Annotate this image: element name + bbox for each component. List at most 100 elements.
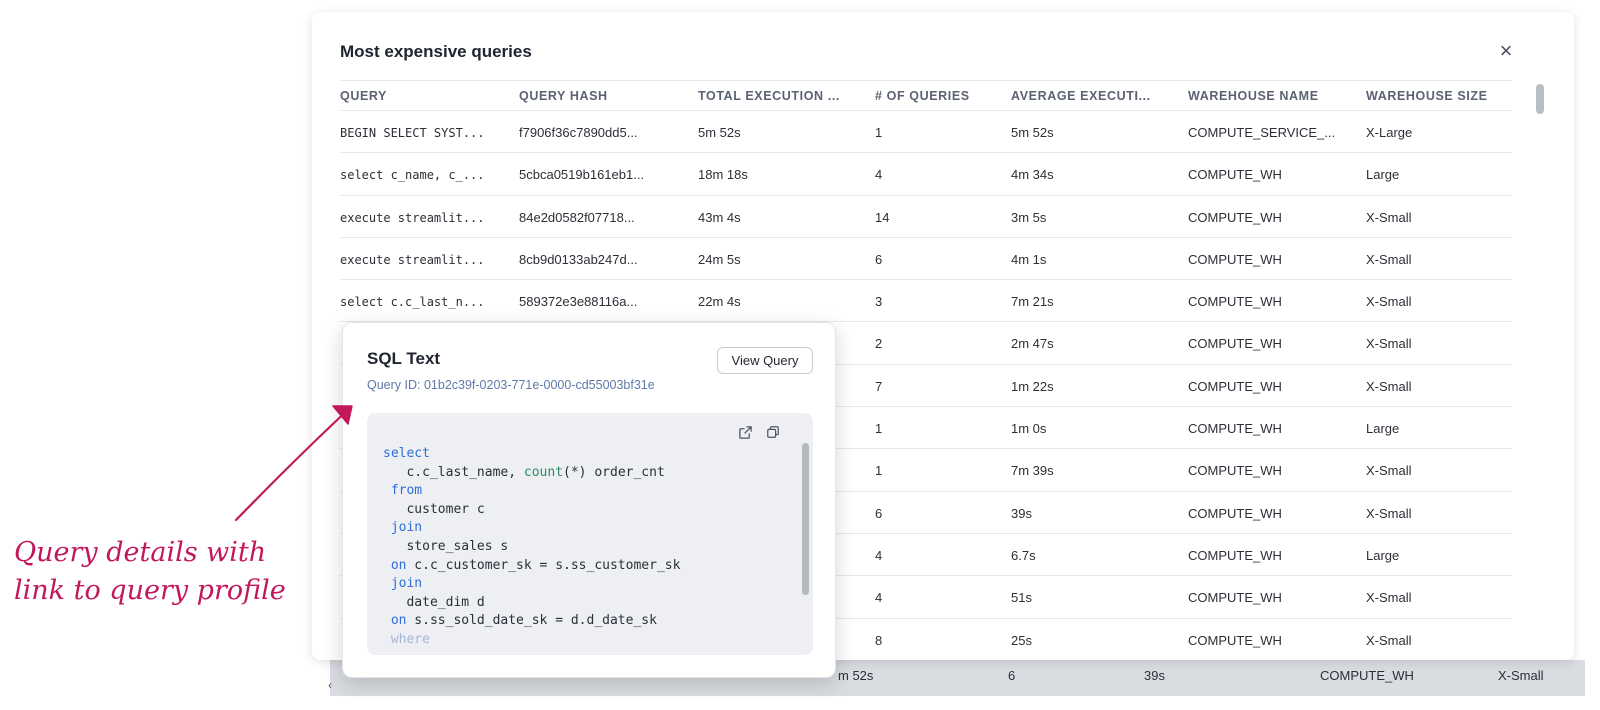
table-cell: 5m 52s (1011, 125, 1054, 140)
table-cell: execute streamlit... (340, 252, 485, 267)
column-header[interactable]: WAREHOUSE SIZE (1366, 89, 1488, 103)
table-cell: 5cbca0519b161eb1... (519, 167, 645, 183)
table-cell: 24m 5s (698, 251, 741, 267)
table-cell: COMPUTE_WH (1188, 378, 1282, 394)
table-row[interactable]: 7 1m 22s COMPUTE_WH X-Small (340, 365, 1512, 408)
table-cell: COMPUTE_WH (1188, 632, 1282, 648)
table-cell: X-Small (1366, 505, 1412, 521)
bg-size: X-Small (1498, 668, 1544, 683)
table-cell: 18m 18s (698, 167, 748, 183)
column-header[interactable]: QUERY (340, 89, 387, 103)
table-row[interactable]: select c.c_last_n... 589372e3e88116a... 22… (340, 280, 1512, 323)
table-body: BEGIN SELECT SYST... f7906f36c7890dd5... 5… (340, 111, 1512, 660)
external-link-icon[interactable] (737, 425, 753, 441)
table-cell: 2m 47s (1011, 336, 1054, 352)
popover-title: SQL Text (367, 349, 441, 368)
table-cell: COMPUTE_WH (1188, 336, 1282, 352)
table-cell: 6 (875, 505, 883, 521)
table-cell: X-Small (1366, 463, 1412, 479)
table-cell: 1m 0s (1011, 421, 1047, 437)
code-scrollbar[interactable] (802, 443, 809, 595)
table-cell: 6.7s (1011, 547, 1036, 563)
table-row[interactable]: 4 51s COMPUTE_WH X-Small (340, 576, 1512, 619)
sql-line: join (390, 576, 423, 592)
table-row[interactable]: execute streamlit... 8cb9d0133ab247d... 24… (340, 238, 1512, 281)
bg-total: m 52s (838, 668, 874, 683)
table-cell: Large (1366, 167, 1400, 183)
table-cell: BEGIN SELECT SYST... (340, 126, 485, 140)
table-cell: X-Small (1366, 378, 1412, 394)
chevron-left-icon: ‹ (328, 678, 332, 692)
table-cell: COMPUTE_SERVICE_... (1188, 125, 1336, 140)
table-cell: 589372e3e88116a... (519, 294, 638, 310)
table-cell: 7m 39s (1011, 463, 1054, 479)
sql-line: select (383, 446, 430, 461)
table-cell: 25s (1011, 632, 1032, 648)
table-row[interactable]: 4 6.7s COMPUTE_WH Large (340, 534, 1512, 577)
column-header[interactable]: TOTAL EXECUTION ... (698, 89, 840, 103)
table-cell: select c_name, c_... (340, 168, 485, 183)
table-row[interactable]: 6 39s COMPUTE_WH X-Small (340, 492, 1512, 534)
table-cell: 4m 34s (1011, 167, 1054, 183)
sql-text-popover: SQL Text Query ID: 01b2c39f-0203-771e-00… (342, 322, 836, 678)
column-header[interactable]: WAREHOUSE NAME (1188, 89, 1319, 103)
table-cell: COMPUTE_WH (1188, 294, 1282, 310)
table-row[interactable]: select c_name, c_... 5cbca0519b161eb1... 1… (340, 153, 1512, 196)
table-cell: COMPUTE_WH (1188, 251, 1282, 267)
column-header[interactable]: # OF QUERIES (875, 89, 970, 103)
sql-code-block: select c.c_last_name, count(*) order_cnt… (367, 413, 813, 655)
table-row[interactable]: 8 25s COMPUTE_WH X-Small (340, 619, 1512, 660)
sql-text: select c.c_last_name, count(*) order_cnt… (383, 445, 680, 650)
table-cell: COMPUTE_WH (1188, 167, 1282, 183)
table-cell: X-Small (1366, 632, 1412, 648)
sql-line: where (383, 631, 430, 647)
table-cell: 1m 22s (1011, 378, 1054, 394)
table-cell: X-Small (1366, 294, 1412, 310)
table-cell: 51s (1011, 590, 1032, 606)
sql-line: store_sales s (383, 538, 509, 554)
view-query-button[interactable]: View Query (717, 347, 813, 374)
bg-avg: 39s (1144, 668, 1165, 683)
table-cell: Large (1366, 421, 1400, 437)
table-cell: COMPUTE_WH (1188, 590, 1282, 606)
bg-count: 6 (1008, 668, 1016, 683)
sql-line: customer c (383, 501, 485, 517)
table-cell: 2 (875, 336, 883, 352)
column-header[interactable]: QUERY HASH (519, 89, 608, 103)
table-cell: 4m 1s (1011, 251, 1047, 267)
table-cell: 7 (875, 378, 883, 394)
sql-line: c.c_last_name, count(*) order_cnt (383, 464, 665, 480)
table-cell: COMPUTE_WH (1188, 463, 1282, 479)
table-row[interactable]: BEGIN SELECT SYST... f7906f36c7890dd5... 5… (340, 111, 1512, 154)
table-scrollbar[interactable] (1536, 84, 1544, 114)
modal-title: Most expensive queries (340, 42, 532, 61)
table-row[interactable]: 2 2m 47s COMPUTE_WH X-Small (340, 322, 1512, 365)
table-cell: 5m 52s (698, 125, 741, 140)
sql-line: on s.ss_sold_date_sk = d.d_date_sk (390, 613, 657, 629)
table-cell: 4 (875, 590, 883, 606)
column-header[interactable]: AVERAGE EXECUTI... (1011, 89, 1151, 103)
table-row[interactable]: 1 7m 39s COMPUTE_WH X-Small (340, 449, 1512, 492)
table-cell: 1 (875, 463, 883, 479)
table-cell: 1 (875, 125, 883, 140)
table-cell: 7m 21s (1011, 294, 1054, 310)
table-cell: COMPUTE_WH (1188, 547, 1282, 563)
close-icon[interactable]: × (1499, 38, 1513, 63)
table-cell: f7906f36c7890dd5... (519, 125, 638, 140)
table-cell: 43m 4s (698, 209, 741, 225)
table-cell: X-Small (1366, 251, 1412, 267)
table-cell: 3 (875, 294, 883, 310)
table-cell: 1 (875, 421, 883, 437)
table-cell: X-Large (1366, 125, 1413, 140)
table-cell: COMPUTE_WH (1188, 421, 1282, 437)
sql-line: on c.c_customer_sk = s.ss_customer_sk (390, 557, 681, 573)
table-cell: 4 (875, 547, 883, 563)
copy-icon[interactable] (765, 425, 781, 441)
table-cell: 3m 5s (1011, 209, 1047, 225)
table-cell: select c.c_last_n... (340, 295, 485, 310)
table-cell: 39s (1011, 505, 1032, 521)
table-row[interactable]: 1 1m 0s COMPUTE_WH Large (340, 407, 1512, 450)
table-row[interactable]: execute streamlit... 84e2d0582f07718... 43… (340, 196, 1512, 238)
annotation-line-1: Query details with (14, 537, 267, 568)
table-cell: 14 (875, 209, 890, 225)
